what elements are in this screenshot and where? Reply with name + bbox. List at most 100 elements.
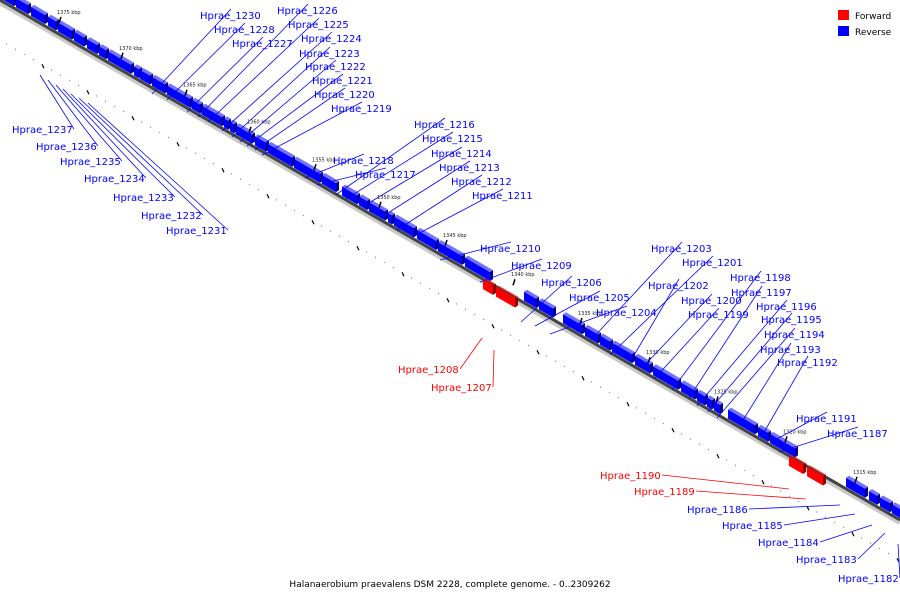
- gene-label[interactable]: Hprae_1203: [651, 244, 712, 255]
- reverse-gene-block[interactable]: [58, 22, 72, 40]
- reverse-gene-block[interactable]: [539, 300, 553, 318]
- reverse-gene-block[interactable]: [653, 364, 681, 381]
- reverse-gene-block[interactable]: [294, 158, 320, 183]
- reverse-gene-block[interactable]: [192, 99, 200, 114]
- reverse-gene-block[interactable]: [846, 475, 868, 489]
- forward-gene-block[interactable]: [789, 454, 806, 465]
- reverse-gene-block[interactable]: [650, 362, 653, 374]
- gene-label[interactable]: Hprae_1207: [431, 383, 492, 394]
- gene-label[interactable]: Hprae_1186: [687, 505, 748, 516]
- reverse-gene-block[interactable]: [31, 4, 48, 15]
- reverse-gene-block[interactable]: [880, 495, 893, 504]
- reverse-gene-block[interactable]: [707, 397, 712, 410]
- reverse-gene-block[interactable]: [134, 64, 142, 70]
- reverse-gene-block[interactable]: [84, 35, 87, 47]
- reverse-gene-block[interactable]: [758, 426, 768, 442]
- gene-label[interactable]: Hprae_1234: [84, 174, 145, 185]
- reverse-gene-block[interactable]: [585, 327, 598, 344]
- reverse-gene-block[interactable]: [385, 209, 388, 221]
- reverse-gene-block[interactable]: [369, 200, 388, 212]
- gene-label[interactable]: Hprae_1205: [569, 293, 630, 304]
- gene-label[interactable]: Hprae_1214: [431, 149, 492, 160]
- gene-label[interactable]: Hprae_1231: [166, 226, 227, 237]
- reverse-gene-block[interactable]: [585, 325, 601, 335]
- reverse-gene-block[interactable]: [236, 123, 255, 135]
- reverse-gene-block[interactable]: [369, 202, 385, 221]
- reverse-gene-block[interactable]: [465, 255, 493, 273]
- gene-label[interactable]: Hprae_1215: [422, 134, 483, 145]
- reverse-gene-block[interactable]: [728, 407, 758, 426]
- reverse-gene-block[interactable]: [87, 39, 97, 55]
- gene-label[interactable]: Hprae_1233: [113, 193, 174, 204]
- reverse-gene-block[interactable]: [31, 6, 45, 24]
- reverse-gene-block[interactable]: [714, 401, 720, 414]
- reverse-gene-block[interactable]: [16, 0, 31, 6]
- gene-label[interactable]: Hprae_1182: [838, 574, 899, 585]
- gene-label[interactable]: Hprae_1223: [299, 49, 360, 60]
- gene-label[interactable]: Hprae_1226: [277, 6, 338, 17]
- gene-label[interactable]: Hprae_1184: [758, 538, 819, 549]
- reverse-gene-block[interactable]: [99, 46, 106, 60]
- reverse-gene-block[interactable]: [635, 355, 650, 374]
- reverse-gene-block[interactable]: [134, 66, 139, 79]
- reverse-gene-block[interactable]: [131, 62, 134, 74]
- gene-label[interactable]: Hprae_1218: [333, 156, 394, 167]
- reverse-gene-block[interactable]: [707, 395, 715, 401]
- reverse-gene-block[interactable]: [388, 213, 392, 225]
- reverse-gene-block[interactable]: [600, 333, 613, 342]
- gene-label[interactable]: Hprae_1202: [648, 281, 709, 292]
- reverse-gene-block[interactable]: [394, 216, 414, 238]
- reverse-gene-block[interactable]: [653, 366, 678, 390]
- reverse-gene-block[interactable]: [342, 186, 357, 205]
- gene-label[interactable]: Hprae_1196: [756, 302, 817, 313]
- gene-label[interactable]: Hprae_1221: [312, 76, 373, 87]
- reverse-gene-block[interactable]: [720, 403, 723, 414]
- reverse-gene-block[interactable]: [755, 423, 758, 435]
- reverse-gene-block[interactable]: [438, 242, 462, 265]
- reverse-gene-block[interactable]: [697, 389, 708, 397]
- gene-label[interactable]: Hprae_1201: [682, 258, 743, 269]
- reverse-gene-block[interactable]: [87, 37, 100, 46]
- gene-label[interactable]: Hprae_1200: [681, 296, 742, 307]
- reverse-gene-block[interactable]: [359, 196, 367, 211]
- gene-label[interactable]: Hprae_1216: [414, 120, 475, 131]
- forward-gene-block[interactable]: [807, 467, 823, 486]
- gene-label[interactable]: Hprae_1212: [451, 177, 512, 188]
- gene-label[interactable]: Hprae_1206: [541, 278, 602, 289]
- gene-label[interactable]: Hprae_1219: [331, 104, 392, 115]
- reverse-gene-block[interactable]: [230, 119, 237, 125]
- reverse-gene-block[interactable]: [612, 340, 635, 355]
- gene-label[interactable]: Hprae_1232: [141, 211, 202, 222]
- reverse-gene-block[interactable]: [582, 323, 585, 335]
- reverse-gene-block[interactable]: [16, 0, 28, 15]
- gene-label[interactable]: Hprae_1195: [761, 315, 822, 326]
- reverse-gene-block[interactable]: [268, 143, 292, 167]
- gene-label[interactable]: Hprae_1230: [200, 11, 261, 22]
- gene-label[interactable]: Hprae_1235: [60, 157, 121, 168]
- reverse-gene-block[interactable]: [462, 253, 465, 265]
- gene-label[interactable]: Hprae_1220: [314, 90, 375, 101]
- gene-label[interactable]: Hprae_1204: [596, 308, 657, 319]
- reverse-gene-block[interactable]: [28, 3, 31, 15]
- gene-label[interactable]: Hprae_1210: [480, 244, 541, 255]
- reverse-gene-block[interactable]: [869, 489, 880, 496]
- reverse-gene-block[interactable]: [563, 314, 582, 335]
- reverse-gene-block[interactable]: [359, 194, 370, 202]
- reverse-gene-block[interactable]: [202, 105, 222, 127]
- forward-gene-block[interactable]: [807, 465, 826, 477]
- gene-label[interactable]: Hprae_1194: [764, 330, 825, 341]
- reverse-gene-block[interactable]: [758, 424, 771, 433]
- reverse-gene-block[interactable]: [600, 335, 610, 351]
- gene-label[interactable]: Hprae_1189: [634, 487, 695, 498]
- gene-label[interactable]: Hprae_1227: [232, 39, 293, 50]
- reverse-gene-block[interactable]: [167, 85, 190, 108]
- gene-label[interactable]: Hprae_1198: [730, 273, 791, 284]
- reverse-gene-block[interactable]: [230, 121, 234, 134]
- reverse-gene-block[interactable]: [255, 136, 266, 152]
- forward-gene-block[interactable]: [496, 287, 515, 308]
- reverse-gene-block[interactable]: [795, 446, 798, 458]
- reverse-gene-block[interactable]: [869, 491, 877, 505]
- forward-gene-block[interactable]: [496, 285, 518, 299]
- gene-label[interactable]: Hprae_1208: [398, 365, 459, 376]
- reverse-gene-block[interactable]: [524, 289, 539, 299]
